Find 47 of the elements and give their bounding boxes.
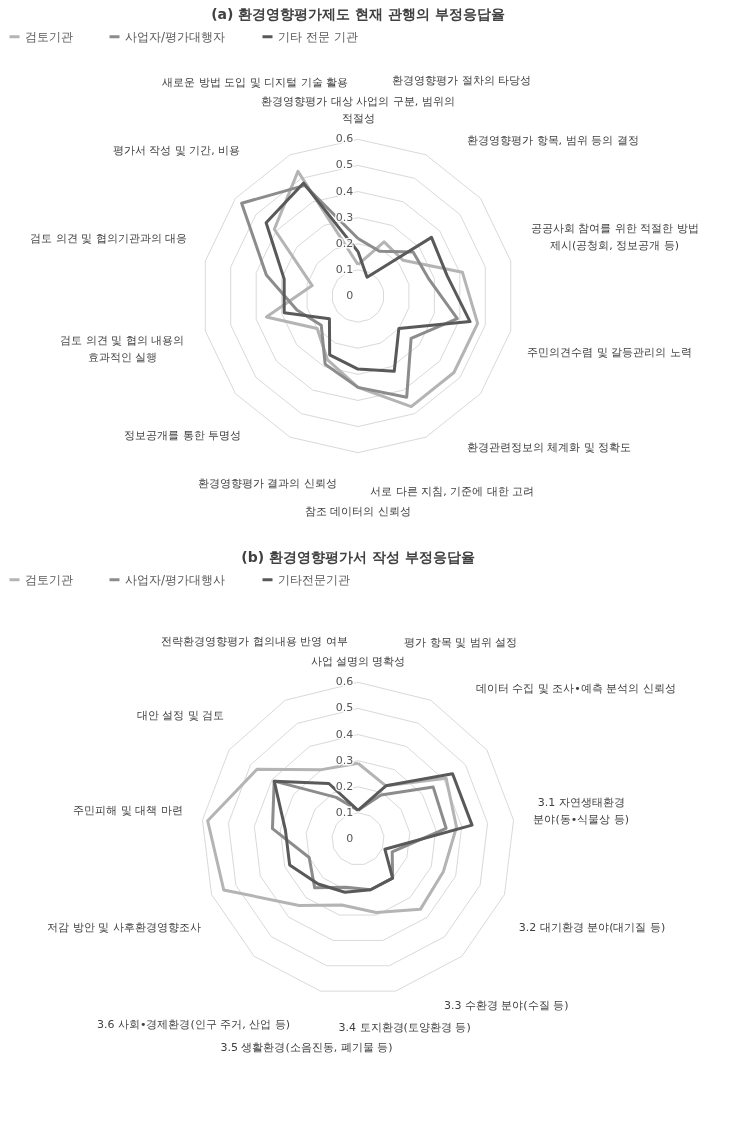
spoke-label: 환경영향평가 대상 사업의 구분, 범위의 적절성 [261, 94, 455, 125]
y-tick-label: 0.6 [335, 132, 354, 146]
spoke-label: 공공사회 참여를 위한 적절한 방법 제시(공청회, 정보공개 등) [530, 221, 699, 252]
legend-label: 검토기관 [25, 29, 73, 44]
y-tick-label: 0.5 [335, 701, 354, 715]
spoke-label: 대안 설정 및 검토 [136, 709, 225, 723]
chart-title: (a) 환경영향평가제도 현재 관행의 부정응답율 [211, 6, 505, 22]
spoke-label: 저감 방안 및 사후환경영향조사 [47, 920, 201, 934]
y-tick-label: 0.1 [335, 805, 354, 819]
spoke-label: 평가 항목 및 범위 설정 [404, 635, 518, 649]
spoke-label: 주민피해 및 대책 마련 [73, 804, 183, 818]
spoke-label: 데이터 수집 및 조사•예측 분석의 신뢰성 [475, 681, 676, 695]
spoke-label: 환경영향평가 절차의 타당성 [392, 73, 532, 87]
spoke-label: 3.5 생활환경(소음진동, 폐기물 등) [220, 1041, 393, 1055]
spoke-label: 3.2 대기환경 분야(대기질 등) [518, 920, 666, 934]
spoke-label: 정보공개를 통한 투명성 [124, 428, 242, 442]
legend-label: 기타전문기관 [278, 572, 350, 587]
spoke-label: 새로운 방법 도입 및 디지털 기술 활용 [162, 75, 349, 89]
spoke-label: 검토 의견 및 협의 내용의 효과적인 실행 [60, 334, 185, 365]
spoke-label: 서로 다른 지침, 기준에 대한 고려 [370, 484, 535, 498]
legend-label: 검토기관 [25, 572, 73, 587]
y-tick-label: 0 [346, 289, 354, 302]
spoke-label: 3.1 자연생태환경 분야(동•식물상 등) [533, 796, 629, 827]
spoke-label: 사업 설명의 명확성 [310, 654, 406, 668]
spoke-label: 3.4 토지환경(토양환경 등) [338, 1021, 471, 1035]
spoke-label: 전략환경영향평가 협의내용 반영 여부 [161, 634, 348, 648]
legend-label: 사업자/평가대행자 [125, 29, 226, 44]
legend-label: 기타 전문 기관 [278, 29, 358, 44]
y-tick-label: 0.3 [335, 753, 354, 767]
spoke-label: 환경영향평가 항목, 범위 등의 결정 [467, 133, 639, 147]
spoke-label: 평가서 작성 및 기간, 비용 [112, 144, 241, 158]
spoke-label: 검토 의견 및 협의기관과의 대응 [30, 232, 188, 246]
spoke-label: 3.3 수환경 분야(수질 등) [443, 999, 569, 1013]
spoke-label: 주민의견수렴 및 갈등관리의 노력 [527, 346, 692, 360]
y-tick-label: 0 [346, 832, 354, 845]
spoke-label: 참조 데이터의 신뢰성 [305, 505, 411, 519]
y-tick-label: 0.4 [335, 184, 354, 198]
chart-title: (b) 환경영향평가서 작성 부정응답율 [241, 549, 475, 565]
y-tick-label: 0.4 [335, 727, 354, 741]
y-tick-label: 0.1 [335, 262, 354, 276]
y-tick-label: 0.5 [335, 158, 354, 172]
spoke-label: 환경관련정보의 체계화 및 정확도 [466, 441, 632, 455]
spoke-label: 3.6 사회•경제환경(인구 주거, 산업 등) [96, 1017, 290, 1031]
y-tick-label: 0.6 [335, 675, 354, 689]
legend-label: 사업자/평가대행사 [125, 572, 226, 587]
y-tick-label: 0.2 [335, 779, 354, 793]
spoke-label: 환경영향평가 결과의 신뢰성 [197, 477, 337, 491]
